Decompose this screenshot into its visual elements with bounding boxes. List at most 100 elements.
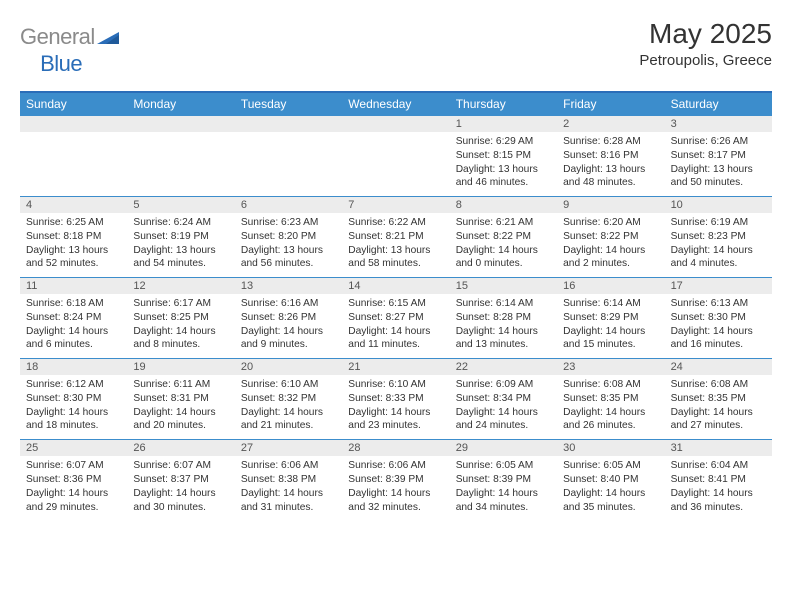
info-line: Sunrise: 6:21 AM (456, 216, 551, 230)
day-content: Sunrise: 6:05 AMSunset: 8:40 PMDaylight:… (557, 456, 664, 520)
info-line: Daylight: 14 hours and 34 minutes. (456, 487, 551, 515)
info-line: Sunset: 8:20 PM (241, 230, 336, 244)
info-line: Sunrise: 6:13 AM (671, 297, 766, 311)
location-text: Petroupolis, Greece (639, 52, 772, 69)
info-line: Sunset: 8:39 PM (348, 473, 443, 487)
date-cell (127, 116, 234, 132)
date-cell: 20 (235, 359, 342, 375)
info-line: Sunrise: 6:19 AM (671, 216, 766, 230)
info-line: Daylight: 14 hours and 11 minutes. (348, 325, 443, 353)
info-line: Daylight: 14 hours and 18 minutes. (26, 406, 121, 434)
info-line: Sunrise: 6:05 AM (563, 459, 658, 473)
day-header: Monday (127, 93, 234, 115)
date-cell: 23 (557, 359, 664, 375)
info-line: Daylight: 14 hours and 4 minutes. (671, 244, 766, 272)
month-title: May 2025 (639, 18, 772, 50)
day-content: Sunrise: 6:05 AMSunset: 8:39 PMDaylight:… (450, 456, 557, 520)
info-line: Sunset: 8:30 PM (26, 392, 121, 406)
info-line: Sunset: 8:39 PM (456, 473, 551, 487)
date-cell: 29 (450, 440, 557, 456)
info-line: Sunset: 8:32 PM (241, 392, 336, 406)
week-row: 123Sunrise: 6:29 AMSunset: 8:15 PMDaylig… (20, 115, 772, 196)
date-cell: 17 (665, 278, 772, 294)
info-line: Daylight: 14 hours and 27 minutes. (671, 406, 766, 434)
info-line: Daylight: 14 hours and 23 minutes. (348, 406, 443, 434)
date-cell: 19 (127, 359, 234, 375)
date-cell: 12 (127, 278, 234, 294)
calendar: SundayMondayTuesdayWednesdayThursdayFrid… (20, 91, 772, 520)
day-content: Sunrise: 6:20 AMSunset: 8:22 PMDaylight:… (557, 213, 664, 277)
info-line: Sunset: 8:27 PM (348, 311, 443, 325)
info-line: Sunrise: 6:26 AM (671, 135, 766, 149)
info-line: Sunset: 8:19 PM (133, 230, 228, 244)
info-line: Sunset: 8:26 PM (241, 311, 336, 325)
info-line: Sunset: 8:41 PM (671, 473, 766, 487)
day-content: Sunrise: 6:07 AMSunset: 8:37 PMDaylight:… (127, 456, 234, 520)
info-line: Sunrise: 6:10 AM (348, 378, 443, 392)
date-cell: 1 (450, 116, 557, 132)
info-line: Sunrise: 6:05 AM (456, 459, 551, 473)
brand-triangle-icon (97, 30, 119, 44)
date-cell: 2 (557, 116, 664, 132)
info-line: Sunrise: 6:08 AM (563, 378, 658, 392)
info-line: Daylight: 14 hours and 20 minutes. (133, 406, 228, 434)
brand-logo: General (20, 18, 121, 50)
day-content: Sunrise: 6:06 AMSunset: 8:38 PMDaylight:… (235, 456, 342, 520)
info-line: Daylight: 14 hours and 35 minutes. (563, 487, 658, 515)
date-cell: 5 (127, 197, 234, 213)
info-line: Daylight: 13 hours and 58 minutes. (348, 244, 443, 272)
info-line: Sunset: 8:24 PM (26, 311, 121, 325)
info-line: Sunrise: 6:07 AM (26, 459, 121, 473)
day-content (127, 132, 234, 196)
info-line: Daylight: 14 hours and 24 minutes. (456, 406, 551, 434)
info-line: Daylight: 14 hours and 9 minutes. (241, 325, 336, 353)
week-row: 11121314151617Sunrise: 6:18 AMSunset: 8:… (20, 277, 772, 358)
info-line: Daylight: 13 hours and 46 minutes. (456, 163, 551, 191)
day-content: Sunrise: 6:14 AMSunset: 8:28 PMDaylight:… (450, 294, 557, 358)
day-content: Sunrise: 6:18 AMSunset: 8:24 PMDaylight:… (20, 294, 127, 358)
info-line: Daylight: 14 hours and 6 minutes. (26, 325, 121, 353)
info-line: Sunset: 8:33 PM (348, 392, 443, 406)
day-content: Sunrise: 6:10 AMSunset: 8:33 PMDaylight:… (342, 375, 449, 439)
date-cell: 7 (342, 197, 449, 213)
info-line: Sunrise: 6:08 AM (671, 378, 766, 392)
day-content: Sunrise: 6:26 AMSunset: 8:17 PMDaylight:… (665, 132, 772, 196)
info-line: Sunset: 8:15 PM (456, 149, 551, 163)
date-cell: 25 (20, 440, 127, 456)
info-line: Sunrise: 6:18 AM (26, 297, 121, 311)
day-content (235, 132, 342, 196)
date-cell: 27 (235, 440, 342, 456)
info-line: Daylight: 14 hours and 36 minutes. (671, 487, 766, 515)
info-line: Sunrise: 6:11 AM (133, 378, 228, 392)
info-line: Sunrise: 6:07 AM (133, 459, 228, 473)
info-line: Sunrise: 6:17 AM (133, 297, 228, 311)
day-content: Sunrise: 6:21 AMSunset: 8:22 PMDaylight:… (450, 213, 557, 277)
info-line: Daylight: 14 hours and 8 minutes. (133, 325, 228, 353)
info-line: Daylight: 14 hours and 31 minutes. (241, 487, 336, 515)
date-cell: 24 (665, 359, 772, 375)
calendar-body: 1 23 Sunrise: 6:29 AMSunset: 8:15 PMDaylig… (20, 115, 772, 520)
date-cell: 28 (342, 440, 449, 456)
day-content: Sunrise: 6:25 AMSunset: 8:18 PMDaylight:… (20, 213, 127, 277)
info-line: Daylight: 14 hours and 0 minutes. (456, 244, 551, 272)
info-line: Sunset: 8:29 PM (563, 311, 658, 325)
date-cell: 6 (235, 197, 342, 213)
day-content: Sunrise: 6:06 AMSunset: 8:39 PMDaylight:… (342, 456, 449, 520)
brand-text-gray: General (20, 24, 95, 50)
info-line: Sunrise: 6:23 AM (241, 216, 336, 230)
day-header: Sunday (20, 93, 127, 115)
week-row: 45678910Sunrise: 6:25 AMSunset: 8:18 PMD… (20, 196, 772, 277)
date-cell: 21 (342, 359, 449, 375)
info-line: Daylight: 14 hours and 21 minutes. (241, 406, 336, 434)
day-content (20, 132, 127, 196)
info-line: Daylight: 13 hours and 48 minutes. (563, 163, 658, 191)
info-line: Sunrise: 6:06 AM (241, 459, 336, 473)
day-content: Sunrise: 6:29 AMSunset: 8:15 PMDaylight:… (450, 132, 557, 196)
date-cell: 30 (557, 440, 664, 456)
day-header: Thursday (450, 93, 557, 115)
info-line: Daylight: 14 hours and 26 minutes. (563, 406, 658, 434)
info-line: Sunset: 8:22 PM (456, 230, 551, 244)
date-cell: 26 (127, 440, 234, 456)
info-line: Sunrise: 6:14 AM (563, 297, 658, 311)
day-content: Sunrise: 6:22 AMSunset: 8:21 PMDaylight:… (342, 213, 449, 277)
